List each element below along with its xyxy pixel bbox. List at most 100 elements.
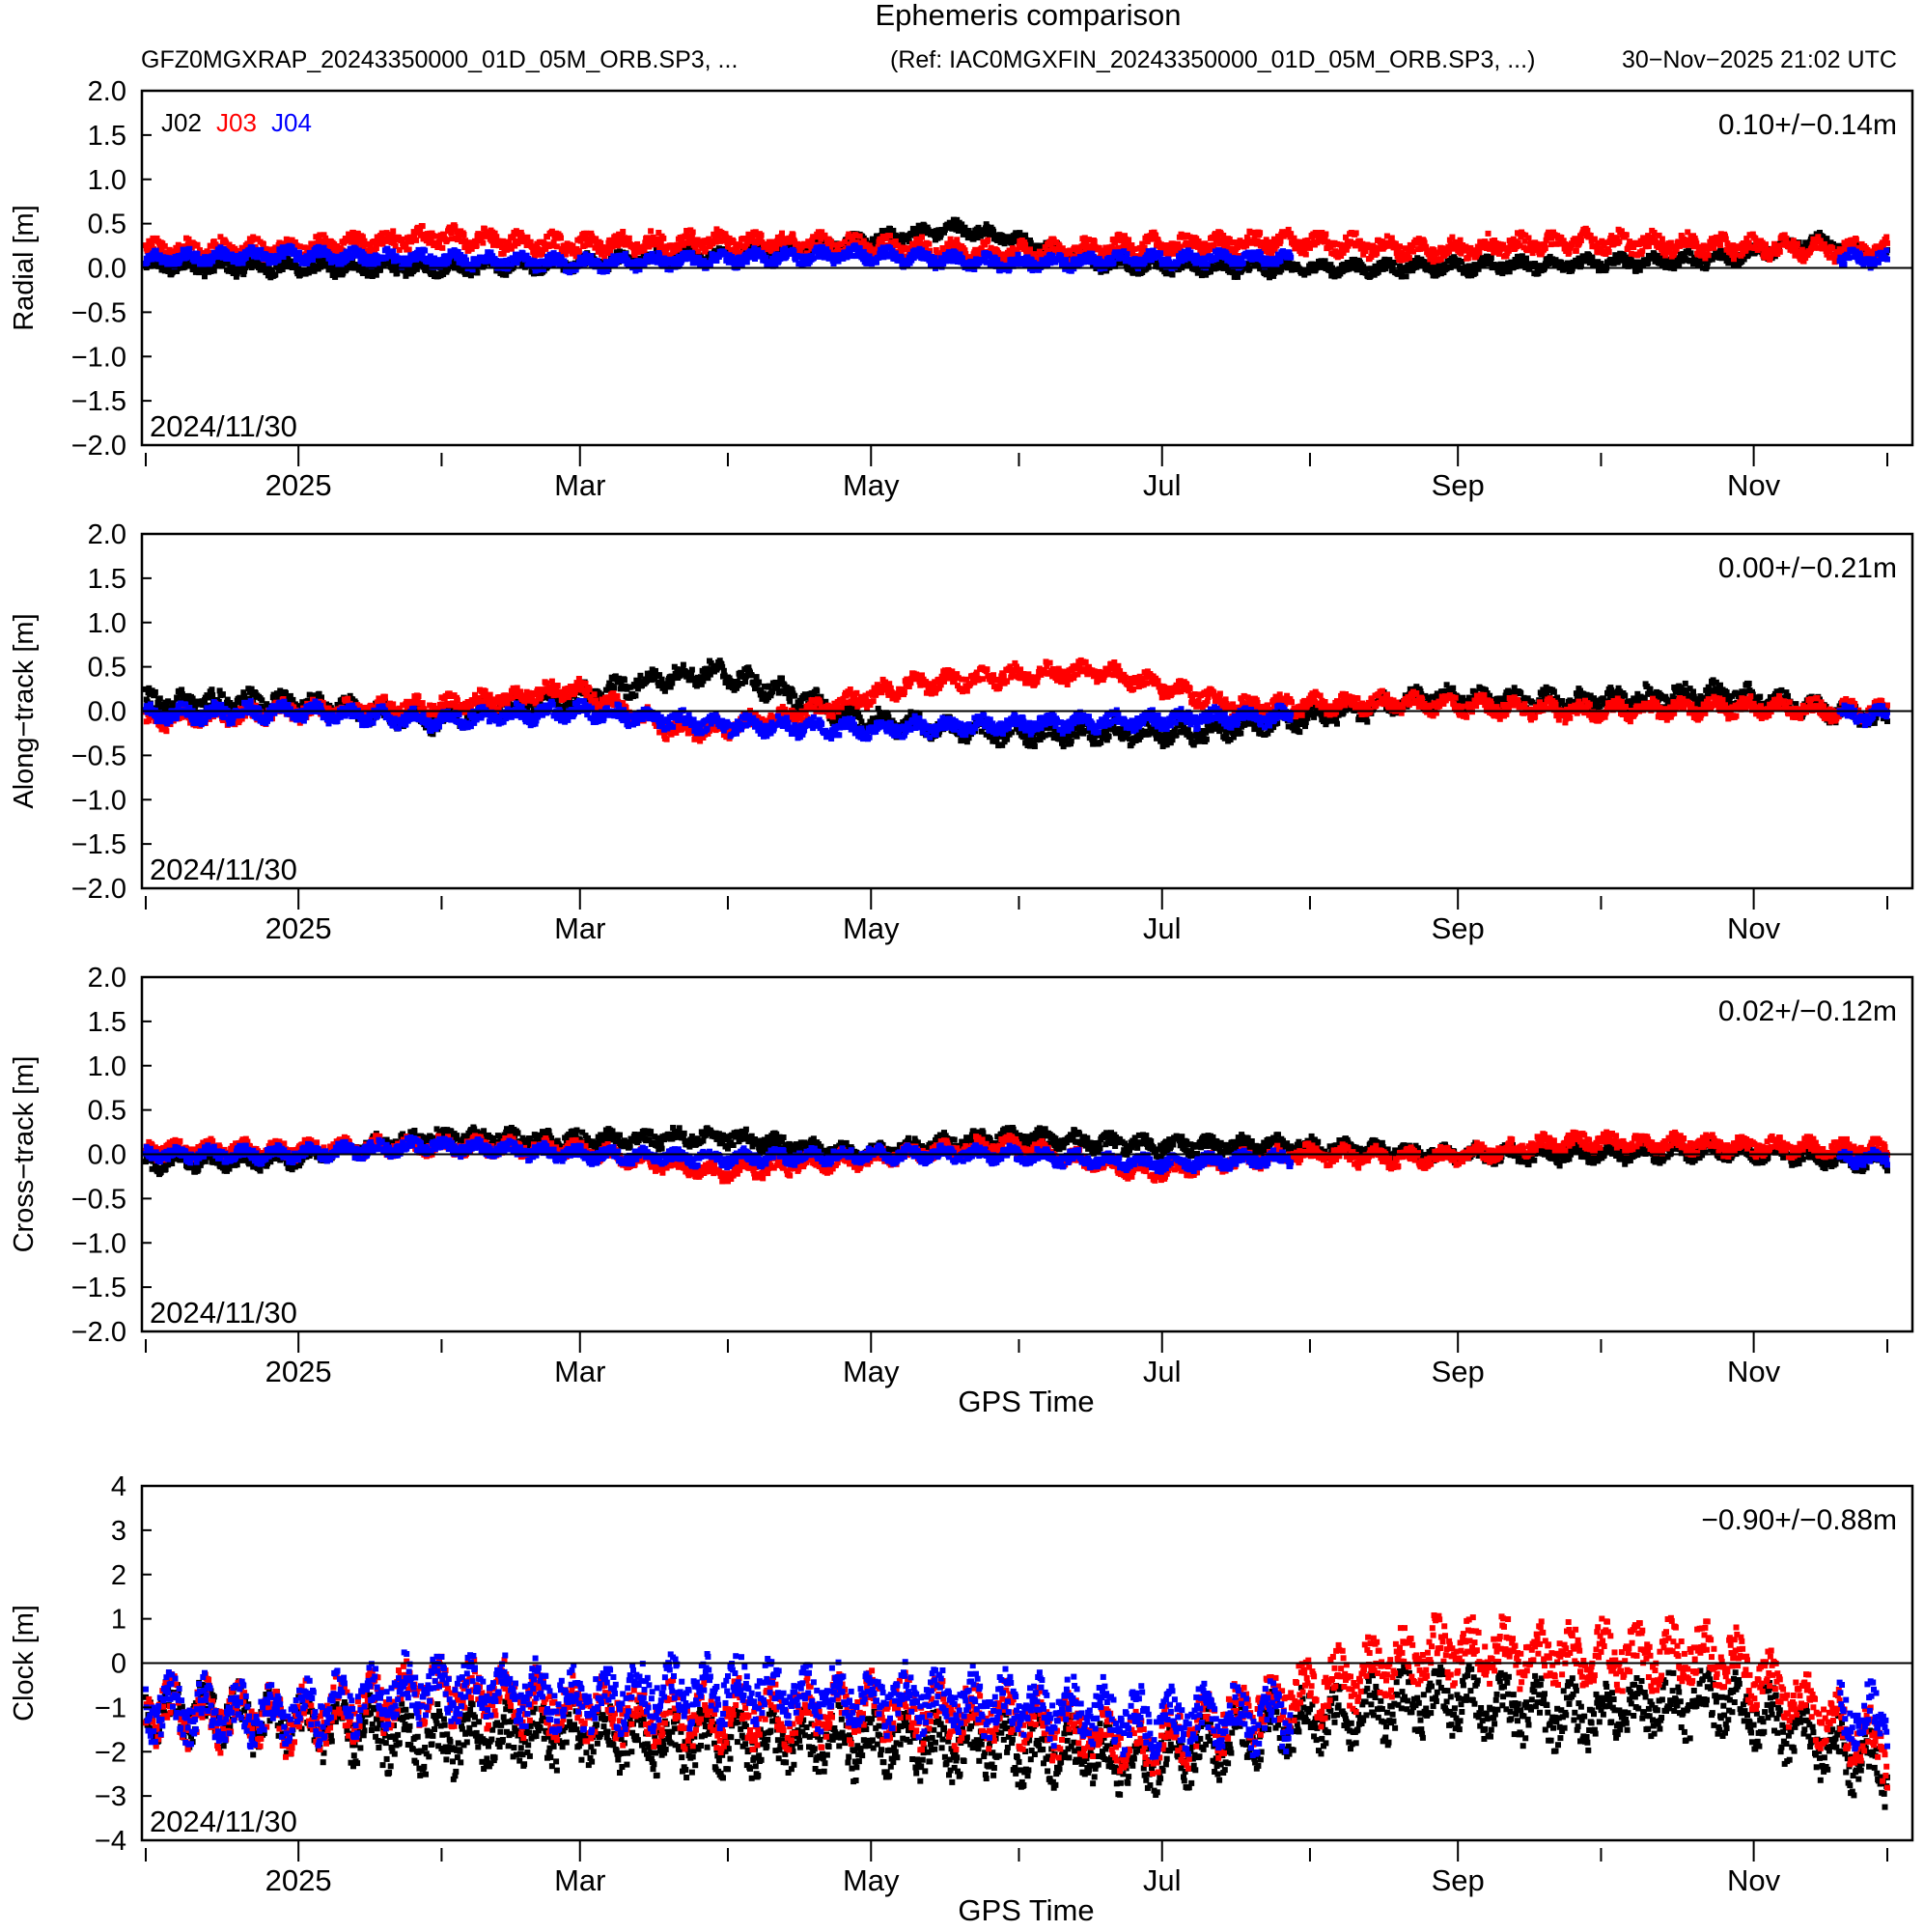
point-j02	[1352, 256, 1358, 263]
point-j02	[438, 267, 445, 274]
point-j03	[317, 232, 323, 238]
point-j02	[279, 266, 286, 272]
point-j03	[255, 236, 262, 242]
point-j02	[1017, 230, 1023, 237]
point-j03	[1599, 238, 1605, 244]
point-j03	[1515, 239, 1521, 246]
point-j03	[887, 233, 893, 239]
point-j03	[549, 242, 556, 249]
point-j03	[1263, 237, 1269, 243]
point-j03	[156, 243, 163, 250]
point-j03	[1115, 244, 1122, 251]
point-j03	[831, 241, 838, 248]
point-j03	[657, 239, 664, 246]
point-j03	[1343, 234, 1349, 240]
point-j03	[962, 251, 969, 257]
point-j02	[1009, 239, 1016, 246]
point-j03	[1257, 230, 1264, 237]
point-j02	[413, 266, 420, 272]
point-j03	[1751, 245, 1758, 251]
point-j04	[183, 254, 189, 261]
point-j03	[449, 236, 456, 242]
point-j03	[1535, 243, 1542, 250]
point-j04	[519, 250, 526, 257]
point-j03	[1307, 240, 1314, 246]
point-j03	[1667, 243, 1674, 250]
point-j03	[616, 231, 623, 238]
point-j03	[1645, 243, 1652, 250]
point-j03	[1163, 242, 1170, 248]
point-j03	[822, 232, 828, 238]
point-j03	[1254, 238, 1261, 244]
point-j02	[1414, 255, 1421, 262]
point-j03	[352, 236, 359, 242]
point-j02	[1687, 250, 1694, 257]
point-j02	[392, 266, 399, 273]
point-j02	[1704, 264, 1710, 270]
point-j03	[1227, 245, 1234, 252]
point-j03	[1393, 250, 1400, 257]
point-j02	[1198, 272, 1205, 279]
point-j03	[648, 228, 655, 235]
point-j03	[1833, 248, 1840, 255]
point-j03	[1666, 249, 1673, 256]
point-j03	[1027, 246, 1033, 253]
point-j02	[426, 263, 432, 269]
point-j02	[1169, 271, 1176, 278]
point-j03	[946, 240, 953, 247]
point-j03	[898, 250, 905, 257]
point-j02	[757, 242, 764, 249]
point-j02	[192, 261, 199, 267]
point-j03	[289, 237, 295, 243]
point-j03	[1743, 247, 1749, 254]
point-j03	[418, 232, 424, 238]
point-j02	[240, 271, 247, 278]
point-j04	[545, 262, 552, 268]
point-j02	[1600, 264, 1606, 269]
point-j04	[235, 260, 241, 266]
point-j03	[448, 230, 455, 236]
point-j04	[556, 263, 563, 268]
point-j03	[1880, 239, 1886, 246]
point-j02	[403, 272, 409, 279]
point-j03	[544, 234, 550, 240]
point-j03	[1155, 237, 1161, 243]
point-j04	[209, 258, 216, 265]
point-j03	[1456, 242, 1462, 249]
point-j02	[959, 221, 965, 228]
point-j02	[1488, 255, 1494, 262]
point-j03	[1108, 250, 1114, 257]
point-j02	[1429, 268, 1436, 275]
point-j02	[1568, 262, 1575, 268]
point-j03	[558, 235, 564, 241]
point-j03	[500, 250, 507, 257]
point-j03	[919, 234, 925, 240]
point-j03	[524, 234, 531, 240]
point-j02	[1322, 258, 1328, 265]
point-j03	[842, 238, 849, 245]
point-j03	[1860, 251, 1867, 258]
point-j03	[995, 252, 1002, 259]
point-j03	[671, 249, 678, 256]
point-j02	[1577, 262, 1584, 268]
point-j03	[1288, 231, 1295, 238]
point-j02	[1176, 266, 1182, 272]
point-j02	[1631, 259, 1637, 266]
point-j02	[188, 262, 195, 267]
point-j03	[1730, 242, 1737, 249]
point-j02	[1022, 232, 1029, 238]
point-j04	[273, 252, 280, 259]
point-j03	[321, 232, 327, 238]
point-j03	[493, 234, 500, 240]
point-j03	[540, 251, 545, 257]
point-j03	[634, 249, 641, 256]
point-j03	[1415, 236, 1422, 242]
point-j03	[217, 234, 224, 240]
point-j02	[459, 267, 464, 274]
point-j03	[1067, 247, 1074, 254]
point-j03	[676, 245, 683, 252]
point-j03	[1843, 248, 1850, 255]
point-j02	[1289, 266, 1295, 273]
point-j03	[1830, 254, 1837, 261]
